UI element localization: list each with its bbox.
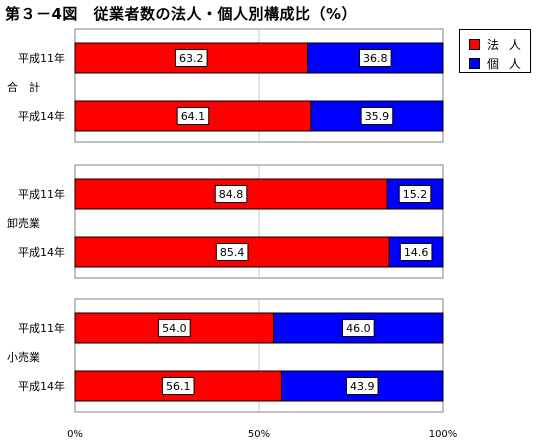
data-label-corporate: 54.0 [162,322,187,335]
legend: 法 人 個 人 [459,29,531,73]
data-label-individual-box [358,49,392,67]
row-label: 平成11年 [18,187,65,201]
data-label-corporate-box [214,185,248,203]
x-tick-label: 50% [248,429,270,440]
data-label-individual-box [345,377,379,395]
x-tick-label: 100% [429,429,458,440]
data-label-individual-box [399,243,433,261]
data-label-individual-box [398,185,432,203]
legend-label-individual: 個 人 [487,57,524,71]
group-label: 卸売業 [7,216,40,230]
legend-item-corporate: 法 人 [469,36,524,53]
data-label-individual: 43.9 [350,380,375,393]
data-label-corporate-box [174,49,208,67]
data-label-corporate-box [158,319,191,337]
legend-swatch-individual [469,58,480,69]
data-label-corporate-box [176,107,210,125]
data-label-corporate-box [161,377,195,395]
data-label-individual: 35.9 [365,110,390,123]
data-label-individual-box [360,107,394,125]
chart-title: 第３－4図 従業者数の法人・個人別構成比（%） [5,5,357,23]
legend-label-corporate: 法 人 [487,38,524,52]
data-label-individual: 14.6 [404,246,429,259]
data-label-corporate: 56.1 [166,380,191,393]
legend-swatch-corporate [469,39,480,50]
data-label-individual-box [342,319,375,337]
legend-item-individual: 個 人 [469,55,524,72]
row-label: 平成11年 [18,321,65,335]
bar-corporate [74,100,312,132]
data-label-individual: 15.2 [403,188,428,201]
row-label: 平成14年 [18,245,65,259]
x-tick-label: 0% [67,429,83,440]
bar-individual [280,370,444,402]
data-label-corporate: 64.1 [181,110,206,123]
data-label-corporate: 85.4 [220,246,245,259]
row-label: 平成11年 [18,51,65,65]
bar-individual [310,100,444,132]
row-label: 平成14年 [18,379,65,393]
group-label: 小売業 [7,351,40,364]
data-label-corporate: 84.8 [219,188,244,201]
row-label: 平成14年 [18,109,65,123]
data-label-corporate-box [215,243,249,261]
data-label-corporate: 63.2 [179,52,204,65]
data-label-individual: 36.8 [363,52,388,65]
data-label-individual: 46.0 [346,322,371,335]
group-label: 合 計 [7,80,40,94]
